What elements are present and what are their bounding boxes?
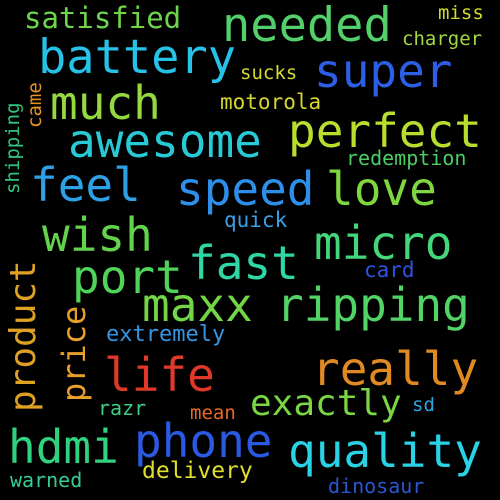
word-extremely: extremely [106, 322, 226, 347]
word-battery: battery [38, 30, 237, 85]
word-sucks: sucks [240, 62, 298, 84]
word-razr: razr [98, 396, 147, 420]
word-price: price [55, 305, 93, 402]
word-miss: miss [438, 2, 484, 24]
word-warned: warned [10, 468, 83, 492]
word-super: super [314, 44, 453, 98]
word-delivery: delivery [142, 458, 253, 484]
word-dinosaur: dinosaur [328, 474, 425, 498]
word-micro: micro [314, 216, 453, 270]
word-feel: feel [30, 158, 141, 212]
word-motorola: motorola [220, 90, 322, 114]
word-exactly: exactly [250, 383, 402, 424]
word-needed: needed [222, 0, 392, 53]
word-maxx: maxx [142, 278, 253, 332]
word-card: card [364, 258, 415, 282]
word-sd: sd [412, 394, 435, 416]
word-phone: phone [134, 414, 273, 468]
word-product: product [3, 260, 44, 412]
word-much: much [50, 76, 161, 130]
word-wish: wish [42, 208, 153, 262]
word-perfect: perfect [288, 104, 482, 158]
word-quick: quick [224, 208, 288, 232]
word-port: port [72, 250, 183, 304]
word-satisfied: satisfied [24, 1, 182, 35]
word-came: came [24, 82, 46, 128]
word-life: life [104, 348, 215, 402]
word-love: love [326, 162, 437, 216]
word-mean: mean [190, 402, 236, 424]
word-really: really [312, 342, 479, 396]
word-hdmi: hdmi [8, 420, 119, 474]
word-fast: fast [188, 236, 299, 290]
word-shipping: shipping [2, 102, 24, 194]
word-charger: charger [402, 28, 483, 50]
word-ripping: ripping [276, 278, 470, 332]
word-quality: quality [288, 424, 482, 478]
word-redemption: redemption [346, 146, 467, 170]
word-speed: speed [176, 162, 315, 216]
word-awesome: awesome [68, 114, 262, 168]
